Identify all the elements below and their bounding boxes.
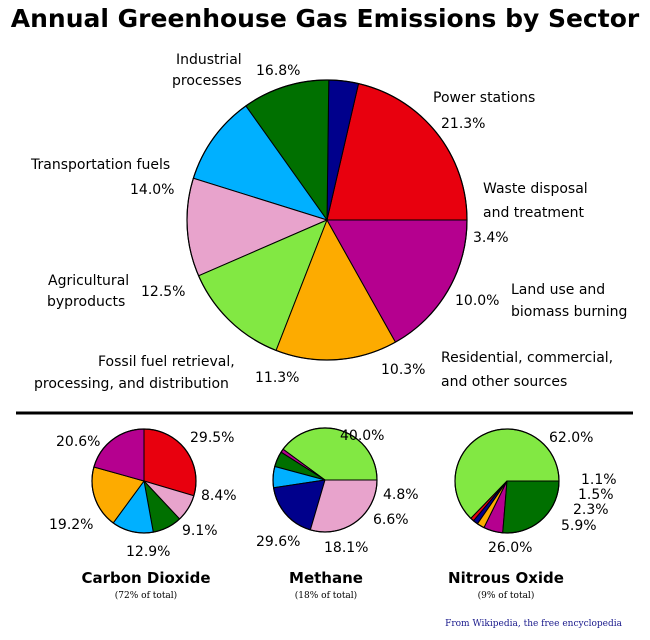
- co2-pct-fossil: 8.4%: [201, 488, 237, 504]
- label-industrial-line2: processes: [172, 73, 242, 89]
- label-agri-line1: Agricultural: [48, 273, 129, 289]
- n2o-pct-waste: 1.5%: [578, 487, 614, 503]
- nitrous-oxide-labels: 62.0% 1.1% 1.5% 2.3% 5.9% 26.0% Nitrous …: [448, 430, 617, 601]
- main-pie-labels: Industrial processes 16.8% Power station…: [30, 52, 627, 392]
- main-outline: [186, 79, 468, 361]
- nitrous-oxide-pie: [454, 428, 560, 534]
- ch4-pct-waste: 18.1%: [324, 540, 368, 556]
- n2o-pct-power: 1.1%: [581, 472, 617, 488]
- ch4-pct-agri: 40.0%: [340, 428, 384, 444]
- pct-power: 21.3%: [441, 116, 485, 132]
- methane-title: Methane: [289, 569, 363, 587]
- methane-labels: 40.0% 4.8% 6.6% 29.6% 18.1% Methane (18%…: [256, 428, 419, 601]
- label-fossil-line1: Fossil fuel retrieval,: [98, 354, 235, 370]
- n2o-pct-agri: 62.0%: [549, 430, 593, 446]
- label-waste-line1: Waste disposal: [483, 181, 588, 197]
- co2-outline: [91, 428, 197, 534]
- methane-outline: [272, 427, 378, 533]
- label-landuse-line1: Land use and: [511, 282, 605, 298]
- pct-industrial: 16.8%: [256, 63, 300, 79]
- pct-transport: 14.0%: [130, 182, 174, 198]
- co2-title: Carbon Dioxide: [81, 569, 210, 587]
- n2o-outline: [454, 428, 560, 534]
- pct-agri: 12.5%: [141, 284, 185, 300]
- co2-pct-industrial: 20.6%: [56, 434, 100, 450]
- carbon-dioxide-labels: 20.6% 29.5% 8.4% 19.2% 9.1% 12.9% Carbon…: [49, 430, 237, 601]
- label-residential-line1: Residential, commercial,: [441, 350, 613, 366]
- n2o-pct-landuse: 26.0%: [488, 540, 532, 556]
- pct-residential: 10.3%: [381, 362, 425, 378]
- wikipedia-credit: From Wikipedia, the free encyclopedia: [445, 619, 622, 629]
- n2o-pct-industrial: 5.9%: [561, 518, 597, 534]
- pct-landuse: 10.0%: [455, 293, 499, 309]
- co2-pct-power: 29.5%: [190, 430, 234, 446]
- label-power: Power stations: [433, 90, 535, 106]
- pct-fossil: 11.3%: [255, 370, 299, 386]
- ch4-pct-residential: 6.6%: [373, 512, 409, 528]
- nitrous-oxide-title: Nitrous Oxide: [448, 569, 564, 587]
- carbon-dioxide-pie: [91, 428, 197, 534]
- ch4-pct-landuse: 4.8%: [383, 487, 419, 503]
- label-residential-line2: and other sources: [441, 374, 567, 390]
- label-fossil-line2: processing, and distribution: [34, 376, 229, 392]
- co2-pct-residential: 12.9%: [126, 544, 170, 560]
- chart-title: Annual Greenhouse Gas Emissions by Secto…: [10, 4, 640, 33]
- ch4-pct-fossil: 29.6%: [256, 534, 300, 550]
- label-agri-line2: byproducts: [47, 294, 125, 310]
- methane-pie: [272, 427, 378, 533]
- pct-waste: 3.4%: [473, 230, 509, 246]
- label-landuse-line2: biomass burning: [511, 304, 627, 320]
- n2o-pct-transport: 2.3%: [573, 502, 609, 518]
- label-waste-line2: and treatment: [483, 205, 585, 221]
- main-pie: [186, 79, 468, 361]
- methane-subtitle: (18% of total): [295, 590, 357, 601]
- label-transport: Transportation fuels: [30, 157, 170, 173]
- nitrous-oxide-subtitle: (9% of total): [478, 590, 535, 601]
- co2-subtitle: (72% of total): [115, 590, 177, 601]
- co2-pct-transport: 19.2%: [49, 517, 93, 533]
- label-industrial-line1: Industrial: [176, 52, 242, 68]
- n2o-slice-landuse: [502, 480, 560, 534]
- co2-pct-landuse: 9.1%: [182, 523, 218, 539]
